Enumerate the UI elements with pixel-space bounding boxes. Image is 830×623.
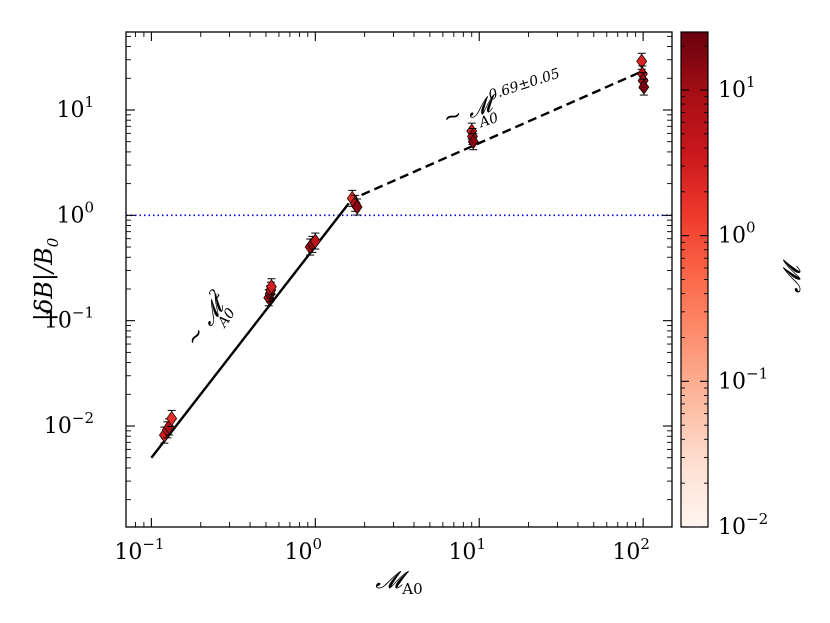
data-point	[266, 278, 277, 296]
plot-frame	[125, 31, 673, 528]
colorbar: 10−2 10−1 100 101 𝓜	[680, 31, 806, 540]
diamond-marker	[309, 233, 321, 249]
diamond-marker	[351, 199, 363, 215]
x-tick-label: 10−1	[114, 535, 164, 565]
y-tick-label: 100	[56, 198, 94, 228]
colorbar-label-group: 𝓜	[778, 259, 806, 293]
y-tick-label: 10−1	[44, 304, 94, 334]
x-tick-label: 100	[285, 535, 323, 565]
data-point	[638, 78, 650, 96]
colorbar-label: 𝓜	[778, 259, 806, 293]
colorbar-tick-label: 10−2	[718, 510, 768, 540]
diamond-marker	[638, 79, 650, 95]
colorbar-tick-label: 100	[718, 219, 756, 249]
x-axis-label: 𝓜A0	[375, 566, 422, 598]
x-tick-label: 101	[448, 535, 486, 565]
colorbar-tick-label: 101	[718, 73, 756, 103]
data-point	[166, 409, 178, 427]
y-tick-label: 10−2	[44, 409, 94, 439]
data-point	[351, 198, 363, 216]
x-tick-label: 102	[612, 535, 650, 565]
fit-annotation-shallow-subscript: A0	[475, 110, 500, 132]
diamond-marker	[467, 134, 479, 150]
colorbar-fill	[680, 31, 709, 528]
data-point	[467, 133, 479, 151]
y-axis-label-group: |δB|/B0	[30, 237, 62, 321]
fit-annotation-shallow-text: ∼ 𝓜0.69±0.05	[439, 66, 566, 132]
diamond-marker	[166, 410, 178, 427]
y-tick-label: 101	[56, 93, 94, 123]
colorbar-tick-label: 10−1	[718, 364, 768, 394]
fit-line-dashed	[348, 69, 644, 202]
data-point	[309, 232, 321, 250]
diamond-marker	[266, 279, 277, 295]
y-axis-label: |δB|/B0	[30, 237, 62, 321]
data-point	[636, 52, 648, 70]
